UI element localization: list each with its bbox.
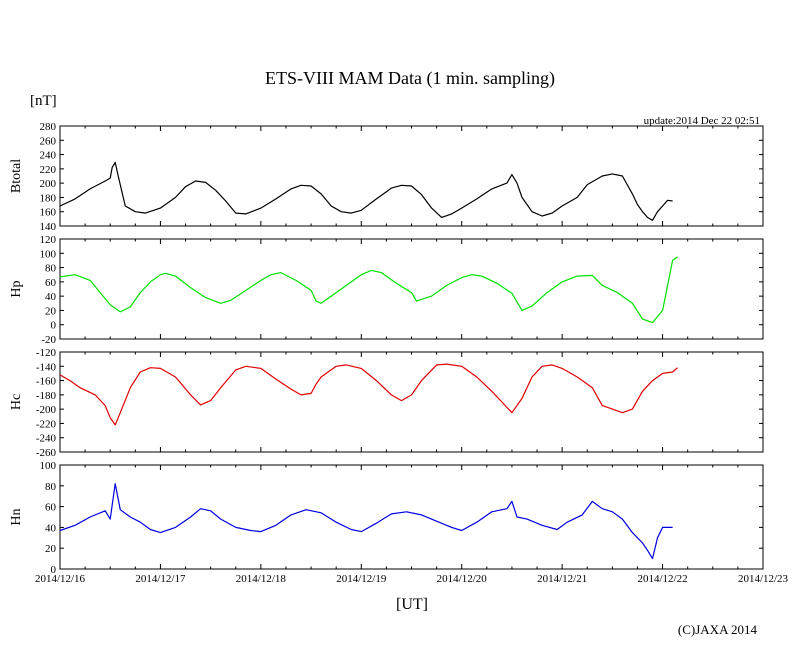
series-line-hc [59, 363, 678, 426]
y-tick-label: -160 [36, 376, 57, 388]
panel-hp: -20 0 20 40 60 80 100 120 Hp [9, 234, 764, 346]
y-tick-label: 280 [40, 121, 57, 133]
y-tick-label: 100 [40, 460, 57, 472]
y-tick-label: -240 [36, 433, 57, 445]
y-tick-label: 60 [45, 502, 57, 514]
x-tick-label: 2014/12/16 [35, 573, 86, 585]
x-tick-label: 2014/12/23 [738, 573, 789, 585]
y-tick-label: 260 [40, 135, 57, 147]
y-tick-label: 160 [40, 207, 57, 219]
y-tick-label: 100 [40, 248, 57, 260]
x-tick-label: 2014/12/21 [537, 573, 587, 585]
panel-btotal: 140 160 180 200 220 240 260 280 Btotal [9, 121, 764, 233]
y-tick-label: 0 [51, 564, 57, 576]
y-tick-label: 240 [40, 150, 57, 162]
y-tick-label: 20 [45, 305, 57, 317]
chart-title: ETS-VIII MAM Data (1 min. sampling) [265, 68, 555, 89]
y-tick-label: 60 [45, 277, 57, 289]
y-tick-label: 40 [45, 522, 57, 534]
y-tick-label: 80 [45, 263, 57, 275]
y-tick-label: 80 [45, 481, 57, 493]
x-axis-label: [UT] [396, 596, 428, 613]
series-line-hn [59, 483, 673, 560]
panel-label: Hp [9, 280, 24, 297]
x-tick-label: 2014/12/22 [638, 573, 688, 585]
x-tick-label: 2014/12/20 [437, 573, 488, 585]
x-tick-label: 2014/12/17 [135, 573, 186, 585]
y-tick-label: 40 [45, 291, 57, 303]
y-tick-label: 120 [40, 234, 57, 246]
y-tick-label: 220 [40, 164, 57, 176]
y-tick-label: 0 [51, 320, 57, 332]
y-tick-label: -120 [36, 347, 57, 359]
panel-frame [59, 238, 764, 340]
panel-label: Btotal [9, 159, 24, 193]
y-tick-label: -220 [36, 418, 57, 430]
y-tick-label: 200 [40, 178, 57, 190]
x-tick-label: 2014/12/18 [236, 573, 287, 585]
series-line-hp [59, 256, 678, 324]
y-tick-label: -260 [36, 447, 57, 459]
panel-hn: 0 20 40 60 80 100 Hn [9, 460, 764, 576]
update-text: update:2014 Dec 22 02:51 [644, 115, 760, 127]
y-tick-label: -20 [41, 334, 56, 346]
panel-label: Hc [9, 394, 24, 410]
copyright-text: (C)JAXA 2014 [678, 622, 758, 637]
y-tick-label: 180 [40, 192, 57, 204]
unit-label: [nT] [30, 93, 57, 109]
y-tick-label: 140 [40, 221, 57, 233]
y-tick-label: -200 [36, 404, 57, 416]
series-line-btotal [59, 161, 673, 221]
x-tick-label: 2014/12/19 [336, 573, 387, 585]
y-tick-label: -140 [36, 361, 57, 373]
y-tick-label: 20 [45, 543, 57, 555]
panel-frame [59, 351, 764, 453]
x-axis: 2014/12/16 2014/12/17 2014/12/18 2014/12/19… [35, 573, 789, 585]
panel-label: Hn [9, 508, 24, 525]
panels-group: 140160180200220240260280Btotal-200204060… [9, 121, 764, 576]
panel-frame [59, 464, 764, 570]
y-tick-label: -180 [36, 390, 57, 402]
panel-hc: -260 -240 -220 -200 -180 -160 -140 -120 Hc [9, 347, 764, 459]
